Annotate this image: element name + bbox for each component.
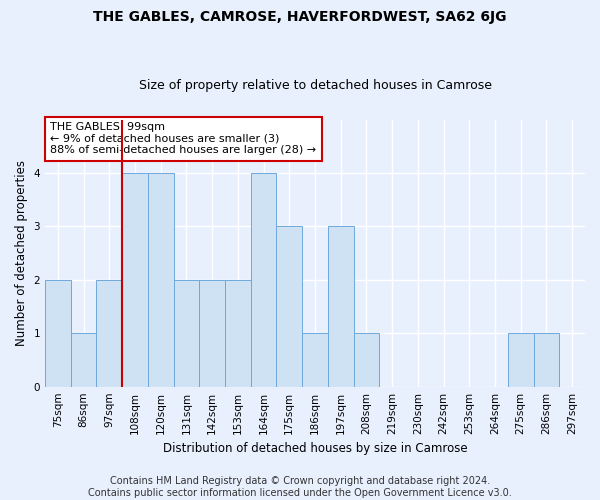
Bar: [148, 173, 173, 386]
Bar: [302, 334, 328, 386]
Bar: [533, 334, 559, 386]
Bar: [199, 280, 225, 386]
Title: Size of property relative to detached houses in Camrose: Size of property relative to detached ho…: [139, 79, 491, 92]
Bar: [173, 280, 199, 386]
X-axis label: Distribution of detached houses by size in Camrose: Distribution of detached houses by size …: [163, 442, 467, 455]
Bar: [508, 334, 533, 386]
Bar: [251, 173, 277, 386]
Bar: [122, 173, 148, 386]
Bar: [225, 280, 251, 386]
Text: Contains HM Land Registry data © Crown copyright and database right 2024.
Contai: Contains HM Land Registry data © Crown c…: [88, 476, 512, 498]
Bar: [45, 280, 71, 386]
Bar: [97, 280, 122, 386]
Bar: [71, 334, 97, 386]
Text: THE GABLES, CAMROSE, HAVERFORDWEST, SA62 6JG: THE GABLES, CAMROSE, HAVERFORDWEST, SA62…: [93, 10, 507, 24]
Bar: [277, 226, 302, 386]
Text: THE GABLES: 99sqm
← 9% of detached houses are smaller (3)
88% of semi-detached h: THE GABLES: 99sqm ← 9% of detached house…: [50, 122, 317, 156]
Y-axis label: Number of detached properties: Number of detached properties: [15, 160, 28, 346]
Bar: [328, 226, 353, 386]
Bar: [353, 334, 379, 386]
